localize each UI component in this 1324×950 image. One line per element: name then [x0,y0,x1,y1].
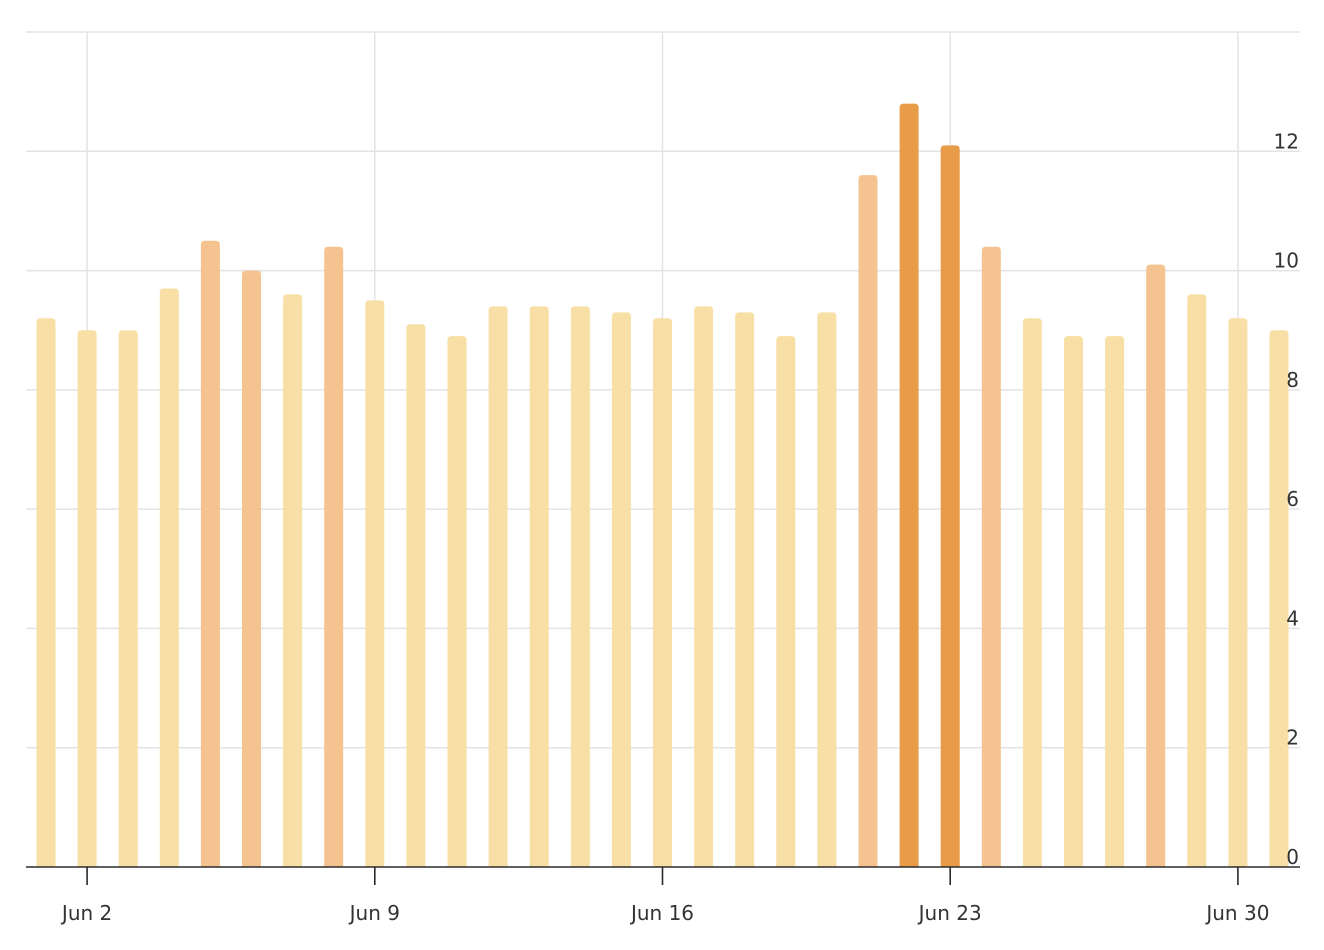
bar [1022,318,1042,867]
y-tick-label: 10 [1274,249,1299,273]
bar [488,306,508,867]
bars [36,103,1289,868]
bar [1105,336,1125,867]
y-tick-label: 6 [1286,487,1299,511]
bar [1146,264,1166,867]
axes [26,866,1300,885]
bar [77,330,97,867]
y-tick-label: 4 [1286,606,1299,630]
bar [242,270,261,868]
bar [1228,318,1248,867]
y-axis-labels: 0 2 4 6 8 10 12 [1274,129,1299,869]
x-tick-label: Jun 9 [348,901,400,925]
bar [447,336,467,867]
bar [653,318,672,867]
bar [611,312,631,868]
y-tick-label: 0 [1286,845,1299,869]
y-tick-label: 8 [1286,368,1299,392]
bar [406,324,426,867]
bar [817,312,837,868]
y-tick-label: 2 [1286,726,1299,750]
bar [694,306,714,867]
bar [858,175,878,868]
bar [940,145,960,868]
bar [1187,294,1207,867]
bar [1269,330,1289,867]
bar [324,246,344,867]
bar [899,103,919,868]
bar [283,294,303,867]
y-tick-label: 12 [1274,129,1299,153]
bar [365,300,385,868]
bar [36,318,56,867]
bar [118,330,138,867]
x-tick-label: Jun 2 [60,901,112,925]
x-tick-label: Jun 23 [917,901,982,925]
bar [159,288,179,867]
bar [200,240,220,867]
x-axis-labels: Jun 2 Jun 9 Jun 16 Jun 23 Jun 30 [60,901,1270,925]
bar [570,306,590,867]
bar [776,336,796,867]
bar [981,246,1001,867]
bar [735,312,755,868]
x-tick-label: Jun 30 [1204,901,1269,925]
bar [1064,336,1083,867]
bar [529,306,549,867]
x-tick-label: Jun 16 [629,901,694,925]
